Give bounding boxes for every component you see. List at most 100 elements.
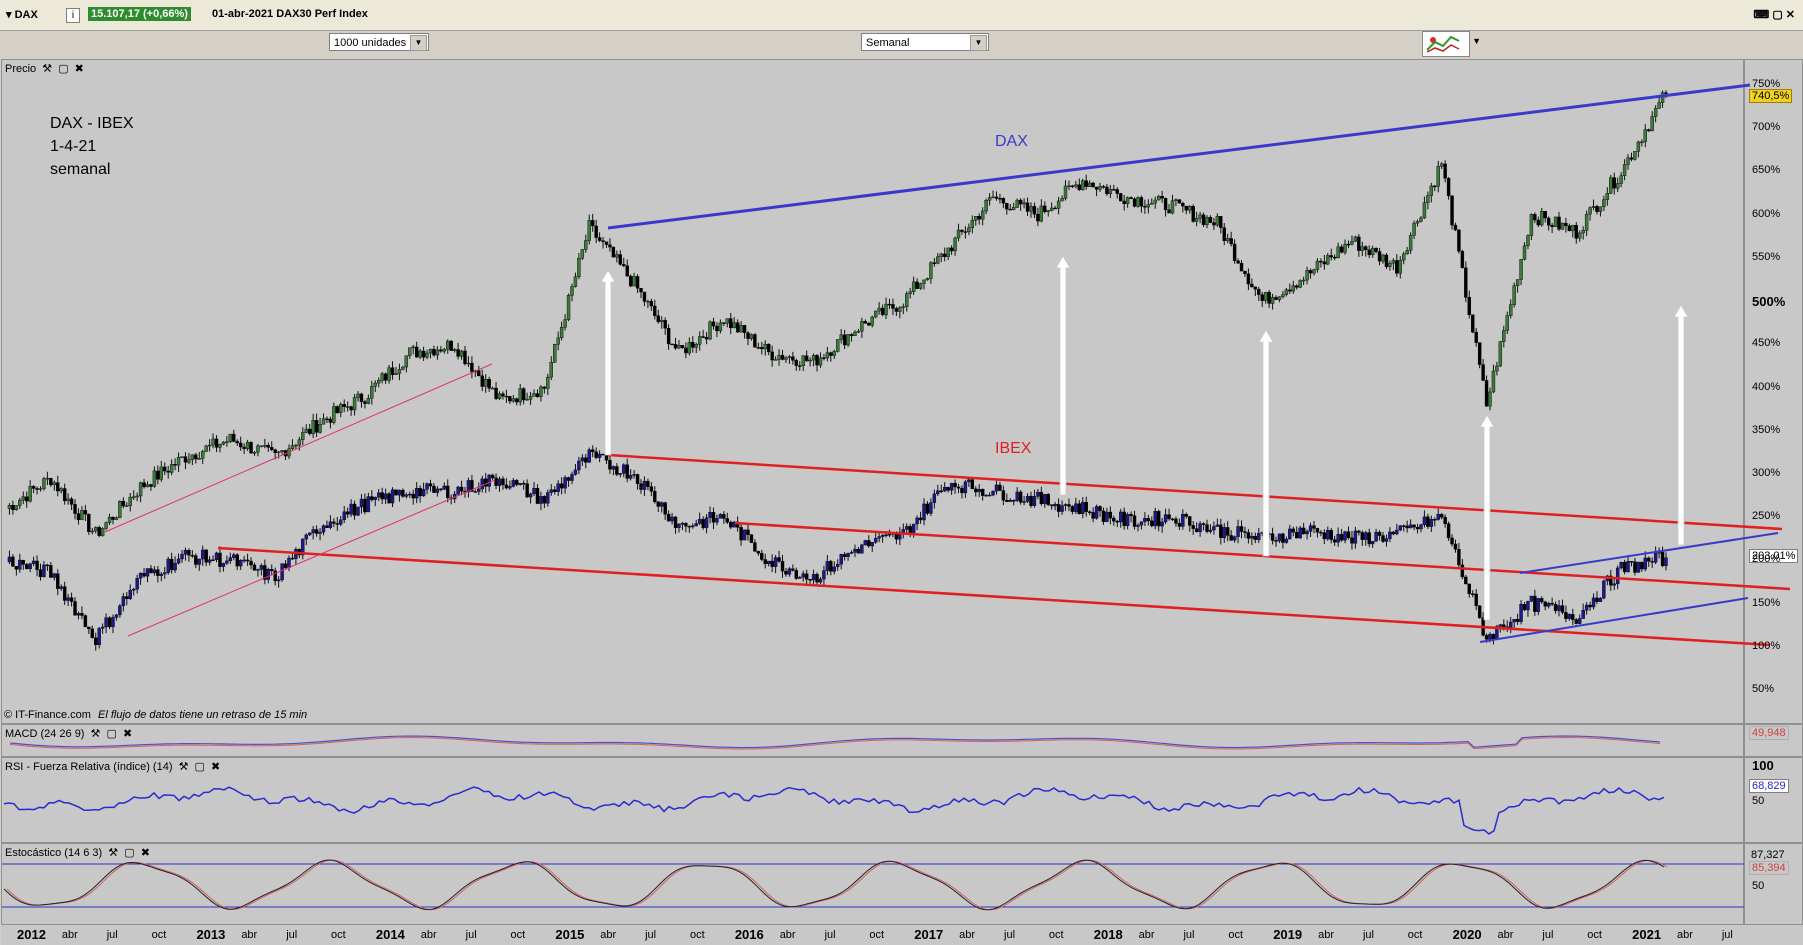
ibex-candle — [925, 503, 930, 514]
wrench-icon[interactable]: ⚒ — [178, 761, 189, 773]
dax-candle — [345, 406, 350, 408]
ibex-candle — [1119, 511, 1123, 523]
dax-candle — [991, 196, 995, 199]
ibex-candle — [504, 484, 509, 489]
ibex-candle — [877, 536, 881, 539]
ibex-candle — [1405, 525, 1409, 529]
ibex-candle — [628, 475, 633, 479]
ibex-candle — [1484, 634, 1489, 640]
ibex-candle — [1091, 512, 1095, 519]
dax-candle — [767, 343, 771, 353]
ticker-dropdown[interactable]: ▾ DAX — [6, 9, 38, 21]
dax-candle — [666, 328, 671, 345]
ibex-candle — [1609, 575, 1613, 586]
maximize-icon[interactable]: ▢ — [58, 63, 69, 75]
dax-candle — [159, 466, 164, 480]
ibex-candle — [83, 615, 88, 628]
dax-candle — [1574, 225, 1578, 239]
wrench-icon[interactable]: ⚒ — [42, 63, 53, 75]
ibex-candle — [1277, 533, 1282, 542]
close-icon[interactable]: ✖ — [122, 728, 133, 740]
ibex-candle — [1498, 624, 1503, 627]
y-tick-label: 450% — [1752, 337, 1781, 350]
ibex-candle — [573, 469, 578, 475]
ibex-candle — [1129, 514, 1133, 516]
ibex-candle — [1553, 604, 1558, 611]
dax-candle — [1084, 180, 1088, 187]
ibex-candle — [311, 529, 315, 534]
dax-candle — [1612, 177, 1616, 189]
ibex-candle — [287, 557, 291, 568]
ibex-candle — [235, 554, 239, 567]
dax-candle — [1633, 151, 1637, 160]
ibex-candle — [52, 573, 57, 578]
dax-candle — [1018, 199, 1023, 205]
ibex-candle — [1143, 518, 1147, 522]
dax-candle — [1422, 202, 1427, 219]
ibex-candle — [1094, 506, 1099, 519]
ibex-candle — [832, 566, 836, 572]
dax-candle — [1405, 250, 1409, 255]
ibex-candle — [21, 559, 25, 565]
ibex-candle — [325, 525, 329, 528]
dax-candle — [763, 343, 767, 350]
maximize-icon[interactable]: ▢ — [106, 728, 117, 740]
dax-candle — [35, 488, 39, 490]
ibex-candle — [90, 628, 94, 638]
dax-candle — [1274, 297, 1278, 300]
dax-candle — [249, 442, 253, 454]
chart-type-button[interactable]: ▼ — [1422, 31, 1481, 57]
wrench-icon[interactable]: ⚒ — [90, 728, 101, 740]
dax-candle — [563, 319, 567, 328]
dax-candle — [1619, 175, 1623, 184]
dax-candle — [684, 347, 688, 354]
ibex-candle — [1367, 532, 1371, 545]
dax-candle — [680, 345, 685, 348]
note-line: DAX - IBEX — [50, 115, 134, 132]
ibex-candle — [1001, 490, 1006, 501]
ibex-candle — [1070, 506, 1075, 512]
ibex-candle — [987, 494, 992, 497]
dax-candle — [439, 349, 443, 352]
ibex-candle — [1353, 530, 1358, 544]
x-tick-label: jul — [465, 929, 477, 941]
ibex-annotation: IBEX — [995, 440, 1032, 457]
ibex-candle — [328, 521, 333, 528]
ibex-candle — [1236, 526, 1240, 537]
ibex-candle — [663, 502, 667, 515]
dax-candle — [559, 327, 564, 339]
ibex-candle — [1125, 514, 1130, 526]
y-tick-label: 300% — [1752, 466, 1781, 479]
close-icon[interactable]: ✖ — [210, 761, 221, 773]
ibex-candle — [749, 534, 754, 543]
ibex-candle — [597, 453, 602, 458]
dax-candle — [308, 428, 312, 434]
window-controls[interactable]: ⌨ ▢ ✕ — [1753, 9, 1795, 21]
close-icon[interactable]: ✖ — [74, 63, 84, 75]
info-icon[interactable]: i — [66, 8, 80, 23]
ibex-candle — [615, 466, 619, 475]
dax-candle — [449, 340, 453, 351]
ibex-candle — [1584, 604, 1589, 611]
dax-candle — [397, 369, 402, 374]
units-select[interactable]: 1000 unidades ▼ — [329, 33, 429, 51]
dax-candle — [635, 276, 640, 289]
ibex-candle — [1084, 501, 1088, 512]
dax-candle — [1236, 260, 1240, 264]
ibex-candle — [425, 483, 429, 490]
ibex-candle — [352, 503, 357, 516]
wrench-icon[interactable]: ⚒ — [108, 847, 119, 859]
ibex-candle — [201, 549, 205, 560]
period-select[interactable]: Semanal ▼ — [861, 33, 989, 51]
dax-candle — [204, 445, 208, 452]
maximize-icon[interactable]: ▢ — [124, 847, 135, 859]
ibex-candle — [383, 493, 388, 500]
ibex-candle — [477, 488, 481, 492]
close-icon[interactable]: ✖ — [140, 847, 150, 859]
maximize-icon[interactable]: ▢ — [194, 761, 205, 773]
dax-candle — [508, 396, 512, 402]
ibex-support-line — [127, 479, 496, 637]
ibex-candle — [518, 483, 522, 485]
ibex-candle — [1640, 561, 1644, 570]
ibex-candle — [1615, 567, 1620, 585]
